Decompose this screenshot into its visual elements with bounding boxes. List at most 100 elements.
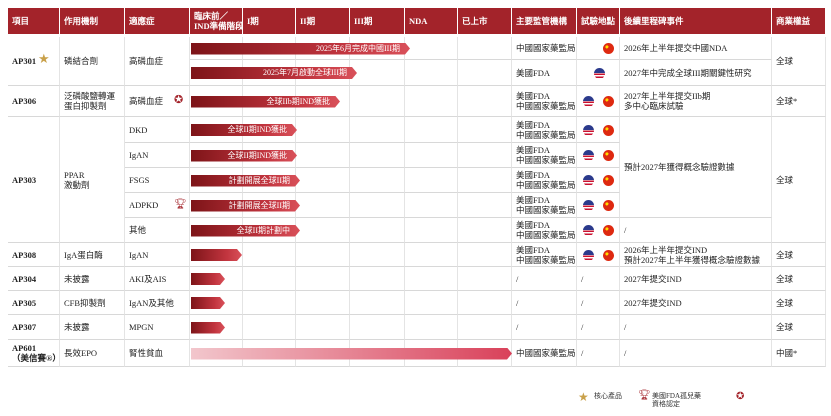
sites-cell	[577, 60, 620, 86]
indication-cell: MPGN	[125, 315, 190, 340]
project-cell: AP304	[8, 267, 60, 291]
stage-cell	[296, 315, 350, 340]
sites-cell: /	[577, 315, 620, 340]
legend-trophy: 🏆︎	[638, 390, 651, 401]
cell-text: 核心產品	[594, 392, 622, 400]
stage-cell	[350, 243, 405, 267]
cell-text: 中國*	[776, 348, 798, 358]
us-flag	[594, 67, 605, 79]
regulator-cell: 中國國家藥監局	[512, 37, 577, 60]
legend-ribbon: ✪	[736, 391, 745, 402]
cell-text: 中國國家藥監局	[516, 348, 576, 358]
cell-text: 後續里程碑事件	[624, 16, 684, 26]
cell-text: 長效EPO	[64, 348, 98, 358]
cell-text: 美國FDA	[516, 244, 551, 255]
sites-cell	[577, 143, 620, 168]
cell-text: 泛磷酸鹽轉運	[64, 91, 116, 101]
cell-text: 高磷血症	[129, 96, 164, 106]
header-cell: 已上市	[458, 8, 512, 34]
rights-cell: 全球	[772, 315, 826, 340]
stage-cell	[350, 218, 405, 243]
indication-cell: 其他	[125, 218, 190, 243]
stage-cell	[296, 243, 350, 267]
stage-bar: 2025年6月完成中國III期	[191, 43, 410, 55]
mechanism-cell: PPAR 激動劑	[60, 117, 125, 243]
cell-text: 商業權益	[776, 16, 811, 26]
cell-text: 美國FDA	[516, 67, 551, 78]
cell-text: AP301	[12, 56, 37, 66]
header-cell: 作用機制	[60, 8, 125, 34]
cell-text: 中國國家藥監局	[516, 205, 576, 215]
regulator-cell: 美國FDA	[512, 60, 577, 86]
stage-cell	[405, 86, 458, 117]
cell-text: /	[516, 273, 519, 284]
milestone-cell: 2027年中完成全球III期關鍵性研究	[620, 60, 772, 86]
regulator-cell: 美國FDA 中國國家藥監局	[512, 193, 577, 218]
cell-text: AP601	[12, 343, 37, 353]
stage-cell	[190, 315, 243, 340]
stage-cell	[350, 86, 405, 117]
cell-text: 美國FDA	[516, 170, 551, 180]
cell-text: /	[516, 322, 519, 332]
stage-bar: 全球II期IND獲批	[191, 150, 297, 162]
cell-text: AP307	[12, 322, 37, 332]
cell-text: 未披露	[64, 273, 90, 284]
us-flag	[583, 150, 594, 161]
header-cell: 試驗地點	[577, 8, 620, 34]
cell-text: IgAN	[129, 150, 149, 160]
cell-text: MPGN	[129, 322, 154, 332]
project-cell: AP307	[8, 315, 60, 340]
stage-cell	[190, 291, 243, 315]
header-cell: 臨床前／ IND準備階段	[190, 8, 244, 34]
stage-cell	[296, 193, 350, 218]
regulator-cell: /	[512, 267, 577, 291]
cell-text: 預計2027年上半年獲得概念驗證數據	[624, 254, 761, 265]
stage-cell	[405, 193, 458, 218]
header-cell: 主要監管機構	[512, 8, 577, 34]
sites-cell	[577, 86, 620, 117]
stage-cell	[243, 243, 296, 267]
cell-text: IgAN	[129, 249, 149, 260]
cell-text: 項目	[12, 16, 30, 26]
cell-text: 2027年提交IND	[624, 273, 682, 284]
cell-text: 未披露	[64, 322, 90, 332]
project-cell: AP601 （美信賽®）	[8, 340, 61, 367]
regulator-cell: /	[512, 315, 577, 340]
cell-text: IgAN及其他	[129, 297, 174, 308]
project-cell: AP303	[8, 117, 60, 243]
cell-text: 高磷血症	[129, 56, 164, 66]
cell-text: /	[624, 322, 627, 332]
stage-cell	[296, 86, 350, 117]
stage-cell	[350, 267, 405, 291]
sites-cell: /	[577, 267, 620, 291]
cell-text: 中國國家藥監局	[516, 254, 576, 265]
stage-cell	[350, 117, 405, 143]
cell-text: AKI及AIS	[129, 273, 167, 284]
cell-text: AP305	[12, 297, 37, 308]
project-cell: AP305	[8, 291, 60, 315]
cell-text: /	[624, 225, 627, 235]
stage-bar: 2025年7月啟動全球III期	[191, 67, 357, 79]
cell-text: 中國國家藥監局	[516, 155, 576, 165]
sites-cell: /	[577, 340, 620, 367]
milestone-cell: /	[620, 315, 772, 340]
cell-text: IgA蛋白酶	[64, 249, 103, 260]
stage-bar: 全球IIb期IND獲批	[191, 96, 340, 108]
cell-text: II期	[300, 16, 316, 26]
stage-cell	[350, 143, 405, 168]
stage-cell	[405, 291, 458, 315]
indication-cell: 高磷血症	[125, 37, 190, 86]
cell-text: NDA	[409, 16, 428, 26]
cell-text: 主要監管機構	[516, 16, 568, 26]
indication-cell: AKI及AIS	[125, 267, 190, 291]
cell-text: 中國國家藥監局	[516, 180, 576, 190]
regulator-cell: 美國FDA 中國國家藥監局	[512, 117, 577, 143]
sites-cell	[577, 243, 620, 267]
stage-cell	[458, 86, 512, 117]
cell-text: AP306	[12, 96, 37, 106]
regulator-cell: 中國國家藥監局	[512, 340, 577, 367]
mechanism-cell: CFB抑製劑	[60, 291, 125, 315]
cell-text: 美國FDA	[516, 119, 551, 130]
regulator-cell: 美國FDA 中國國家藥監局	[512, 143, 577, 168]
